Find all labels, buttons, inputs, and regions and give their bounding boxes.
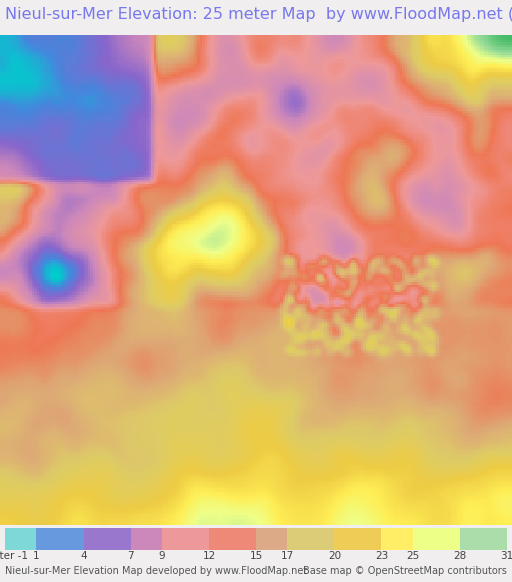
Text: 20: 20 (328, 551, 341, 561)
Text: 28: 28 (453, 551, 466, 561)
Bar (83, 527, 131, 549)
Text: 23: 23 (375, 551, 388, 561)
Text: 31: 31 (500, 551, 512, 561)
Bar (131, 527, 162, 549)
Text: 9: 9 (159, 551, 165, 561)
Text: meter -1: meter -1 (0, 551, 28, 561)
Text: 7: 7 (127, 551, 134, 561)
Text: 1: 1 (33, 551, 40, 561)
Bar (381, 527, 413, 549)
Bar (413, 527, 460, 549)
Bar (162, 527, 209, 549)
Text: 15: 15 (249, 551, 263, 561)
Text: 17: 17 (281, 551, 294, 561)
Bar (5, 527, 36, 549)
Bar (287, 527, 334, 549)
Bar (36, 527, 83, 549)
Bar (256, 527, 287, 549)
Text: 4: 4 (80, 551, 87, 561)
Text: 12: 12 (202, 551, 216, 561)
Text: 25: 25 (406, 551, 419, 561)
Bar (334, 527, 381, 549)
Text: Nieul-sur-Mer Elevation: 25 meter Map  by www.FloodMap.net (beta): Nieul-sur-Mer Elevation: 25 meter Map by… (5, 8, 512, 23)
Text: Nieul-sur-Mer Elevation Map developed by www.FloodMap.net: Nieul-sur-Mer Elevation Map developed by… (5, 566, 307, 577)
Bar (209, 527, 256, 549)
Bar (460, 527, 507, 549)
Text: Base map © OpenStreetMap contributors: Base map © OpenStreetMap contributors (303, 566, 507, 577)
